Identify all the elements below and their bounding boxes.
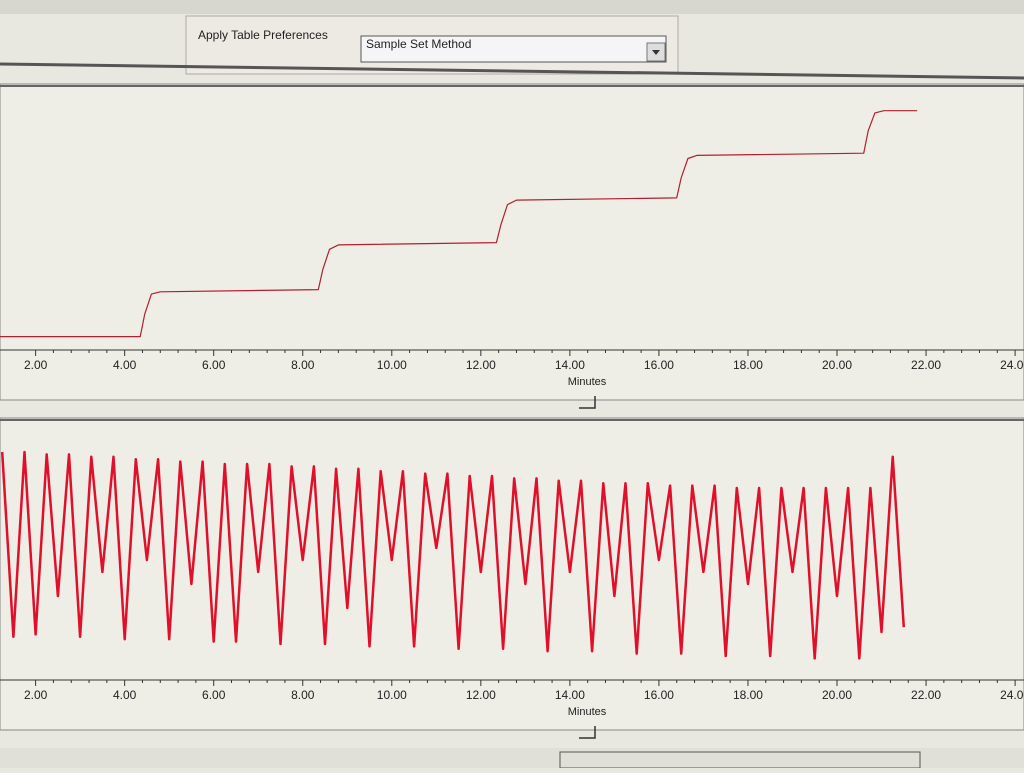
x-tick-label: 8.00 [291, 688, 315, 702]
plot-panel [0, 417, 1024, 731]
x-tick-label: 8.00 [291, 358, 315, 372]
x-tick-label: 16.00 [644, 358, 674, 372]
preferences-select[interactable] [360, 35, 667, 63]
x-axis-label: Minutes [568, 376, 607, 388]
x-tick-label: 2.00 [24, 688, 48, 702]
plot-panel [0, 83, 1024, 401]
x-tick-label: 22.00 [911, 688, 941, 702]
signal-line [0, 110, 918, 338]
x-tick-label: 18.00 [733, 688, 763, 702]
zoom-handle [579, 396, 596, 409]
x-tick-label: 24.00 [1000, 688, 1024, 702]
x-tick-label: 6.00 [202, 358, 226, 372]
x-tick-label: 14.00 [555, 688, 585, 702]
dropdown-arrow [652, 50, 660, 55]
x-tick-label: 20.00 [822, 688, 852, 702]
preferences-label: Apply Table Preferences [198, 28, 328, 42]
x-tick-label: 12.00 [466, 688, 496, 702]
zoom-handle [579, 726, 596, 739]
x-tick-label: 24.00 [1000, 358, 1024, 372]
x-tick-label: 16.00 [644, 688, 674, 702]
x-tick-label: 10.00 [377, 688, 407, 702]
preferences-select-value: Sample Set Method [366, 37, 471, 51]
x-tick-label: 18.00 [733, 358, 763, 372]
x-tick-label: 22.00 [911, 358, 941, 372]
x-tick-label: 6.00 [202, 688, 226, 702]
x-tick-label: 14.00 [555, 358, 585, 372]
x-tick-label: 20.00 [822, 358, 852, 372]
top-strip [0, 0, 1024, 14]
signal-line [0, 450, 906, 660]
separator [0, 62, 1024, 80]
x-tick-label: 2.00 [24, 358, 48, 372]
bottom-strip [0, 748, 1024, 768]
x-tick-label: 10.00 [377, 358, 407, 372]
x-axis-label: Minutes [568, 706, 607, 718]
x-tick-label: 12.00 [466, 358, 496, 372]
x-tick-label: 4.00 [113, 358, 137, 372]
x-tick-label: 4.00 [113, 688, 137, 702]
